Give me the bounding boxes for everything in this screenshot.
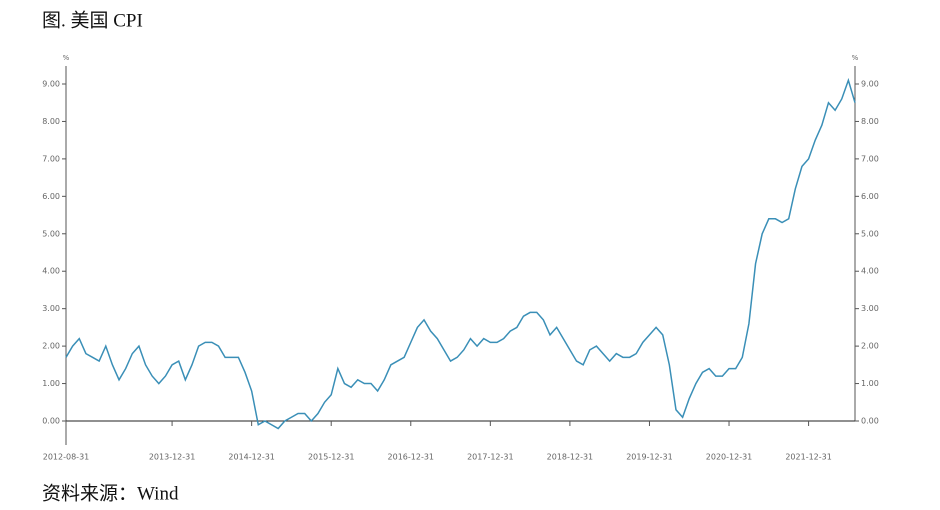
x-tick-label: 2012-08-31: [43, 453, 90, 462]
y-tick-label: 5.00: [42, 229, 60, 238]
y2-tick-label: 9.00: [861, 80, 879, 89]
x-tick-label: 2016-12-31: [388, 453, 435, 462]
x-tick-label: 2021-12-31: [785, 453, 832, 462]
y-tick-label: 4.00: [42, 267, 60, 276]
y-tick-label: 6.00: [42, 192, 60, 201]
x-tick-label: 2014-12-31: [228, 453, 275, 462]
y-tick-label: 8.00: [42, 117, 60, 126]
y2-tick-label: 1.00: [861, 379, 879, 388]
source: 资料来源：Wind: [42, 482, 179, 504]
y2-tick-label: 6.00: [861, 192, 879, 201]
y2-tick-label: 4.00: [861, 267, 879, 276]
y2-tick-label: 8.00: [861, 117, 879, 126]
y-tick-label: 0.00: [42, 417, 60, 426]
y-tick-label: 1.00: [42, 379, 60, 388]
x-tick-label: 2015-12-31: [308, 453, 355, 462]
y-tick-label: 7.00: [42, 154, 60, 163]
cpi-line: [65, 77, 856, 430]
x-tick-label: 2019-12-31: [626, 453, 673, 462]
y-tick-label: 2.00: [42, 342, 60, 351]
y2-tick-label: 5.00: [861, 229, 879, 238]
y-tick-label: 9.00: [42, 80, 60, 89]
x-tick-label: 2013-12-31: [149, 453, 196, 462]
x-tick-label: 2018-12-31: [547, 453, 594, 462]
x-tick-label: 2017-12-31: [467, 453, 514, 462]
chart-title: 图. 美国 CPI: [42, 9, 143, 31]
x-tick-label: 2020-12-31: [706, 453, 753, 462]
y-unit: %: [63, 54, 70, 62]
y2-tick-label: 7.00: [861, 154, 879, 163]
y2-unit: %: [852, 54, 859, 62]
y2-tick-label: 2.00: [861, 342, 879, 351]
y2-tick-label: 0.00: [861, 417, 879, 426]
y-tick-label: 3.00: [42, 304, 60, 313]
y2-tick-label: 3.00: [861, 304, 879, 313]
